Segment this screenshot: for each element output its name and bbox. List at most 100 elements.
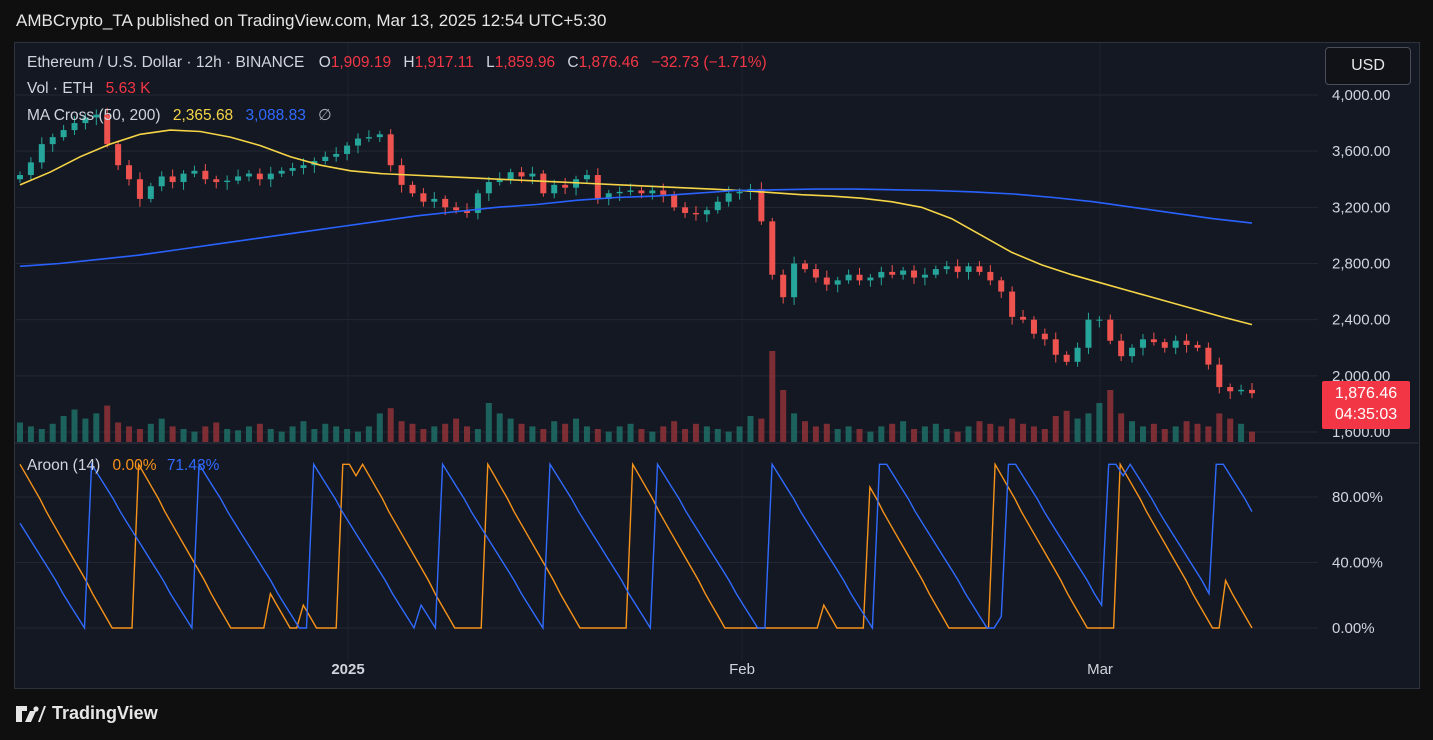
candle-body [1161, 342, 1168, 348]
volume-bar [823, 423, 830, 442]
volume-bar [1183, 421, 1190, 442]
candle-body [365, 137, 372, 139]
volume-bar [27, 426, 34, 442]
volume-bar [987, 423, 994, 442]
volume-bar [867, 431, 874, 442]
candle-body [126, 165, 133, 180]
candle-body [1249, 389, 1255, 394]
candle-body [1030, 319, 1037, 334]
low-label: L [486, 54, 495, 71]
volume-bar [1030, 426, 1037, 442]
candle-body [49, 137, 56, 145]
candle-body [1020, 316, 1027, 320]
candle-body [17, 175, 23, 180]
candle-body [409, 184, 416, 194]
volume-bar [256, 423, 263, 442]
candle-body [976, 266, 983, 272]
candle-body [1096, 319, 1103, 321]
candle-body [224, 180, 231, 183]
candle-body [682, 207, 689, 213]
volume-bar [82, 418, 89, 442]
candle-body [954, 266, 961, 272]
candle-body [605, 193, 612, 199]
volume-bar [562, 423, 569, 442]
volume-bar [126, 426, 133, 442]
ma-label: MA Cross (50, 200) [27, 107, 161, 124]
volume-bar [1096, 403, 1103, 442]
candle-body [169, 176, 176, 183]
candle-body [845, 274, 852, 281]
volume-bar [180, 429, 187, 442]
volume-bar [725, 431, 732, 442]
volume-bar [267, 429, 274, 442]
volume-bar [300, 421, 307, 442]
volume-bar [1161, 429, 1168, 442]
volume-bar [1020, 423, 1027, 442]
volume-bar [1139, 426, 1146, 442]
candle-body [1205, 347, 1212, 365]
symbol-title: Ethereum / U.S. Dollar · 12h · BINANCE [27, 54, 305, 71]
candle-body [1009, 291, 1016, 317]
candle-body [322, 156, 329, 161]
volume-bar [911, 429, 918, 442]
candle-body [1041, 333, 1048, 340]
candle-body [104, 114, 111, 145]
candle-body [1052, 339, 1059, 355]
volume-bar [202, 426, 209, 442]
candle-body [93, 114, 100, 118]
candle-body [867, 277, 874, 281]
currency-button[interactable]: USD [1325, 47, 1411, 85]
volume-bar [682, 429, 689, 442]
volume-bar [1172, 426, 1179, 442]
candle-body [1063, 354, 1070, 362]
candle-body [1150, 339, 1157, 343]
volume-bar [60, 416, 67, 442]
volume-bar [147, 423, 154, 442]
volume-bar [115, 422, 122, 442]
high-value: 1,917.11 [414, 54, 474, 71]
volume-bar [1085, 413, 1092, 442]
volume-bar [649, 431, 656, 442]
volume-bar [594, 429, 601, 442]
volume-bar [769, 351, 776, 442]
volume-bar [889, 423, 896, 442]
volume-bar [1118, 413, 1125, 442]
ma50-line [19, 129, 1253, 326]
ma50-value: 2,365.68 [172, 107, 234, 124]
volume-bar [507, 418, 514, 442]
candle-body [376, 134, 383, 138]
ma-legend: MA Cross (50, 200) 2,365.68 3,088.83 ∅ [27, 106, 336, 125]
tradingview-brand[interactable]: TradingView [16, 703, 158, 724]
volume-bar [943, 429, 950, 442]
volume-bars [17, 351, 1255, 442]
volume-bar [932, 423, 939, 442]
volume-bar [660, 426, 667, 442]
volume-bar [104, 405, 111, 442]
volume-bar [354, 431, 361, 442]
candle-body [431, 198, 438, 202]
candle-body [191, 170, 198, 174]
candle-body [354, 138, 361, 146]
candle-body [562, 184, 569, 188]
high-label: H [403, 54, 415, 71]
open-value: 1,909.19 [330, 54, 392, 71]
volume-bar [878, 426, 885, 442]
volume-bar [921, 426, 928, 442]
candle-body [267, 173, 274, 180]
candle-body [60, 130, 67, 138]
candle-body [38, 144, 45, 163]
candle-body [900, 270, 907, 275]
publisher-line: AMBCrypto_TA published on TradingView.co… [16, 11, 607, 30]
change-value: −32.73 (−1.71%) [651, 54, 767, 71]
candle-body [158, 176, 165, 187]
candle-body [1194, 344, 1201, 348]
candle-body [932, 269, 939, 275]
candle-body [921, 274, 928, 278]
volume-bar [1052, 416, 1059, 442]
candle-body [725, 193, 732, 202]
candle-body [213, 179, 220, 183]
candle-body [245, 173, 252, 177]
volume-value: 5.63 K [105, 80, 151, 97]
volume-bar [311, 429, 318, 442]
candle-body [180, 173, 187, 183]
